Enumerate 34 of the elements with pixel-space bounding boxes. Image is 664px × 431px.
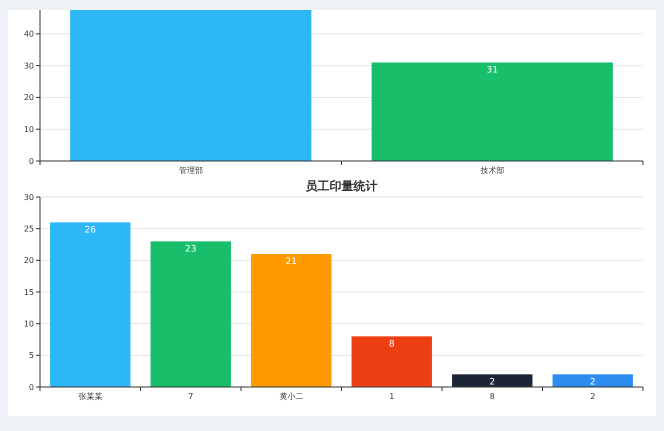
y-tick-label: 20	[24, 93, 34, 102]
x-tick-label: 张某某	[78, 392, 102, 401]
x-tick-label: 7	[188, 392, 194, 401]
data-label: 8	[388, 339, 395, 350]
y-tick-label: 0	[28, 382, 34, 392]
x-tick-label: 1	[389, 392, 394, 401]
y-tick-label: 40	[24, 30, 34, 39]
y-tick-label: 10	[24, 125, 34, 134]
x-tick-label: 技术部	[479, 166, 504, 175]
y-tick-label: 20	[24, 256, 34, 266]
data-label: 2	[489, 377, 496, 388]
bar	[251, 254, 332, 387]
y-tick-label: 30	[24, 61, 34, 70]
bar	[150, 241, 231, 387]
data-label: 23	[185, 244, 196, 254]
y-tick-label: 5	[28, 351, 34, 360]
x-tick-label: 2	[590, 392, 596, 401]
bar	[452, 374, 532, 387]
y-tick-label: 0	[28, 156, 34, 166]
bar	[50, 222, 130, 387]
data-label: 26	[84, 225, 96, 236]
data-label: 21	[286, 257, 297, 267]
x-tick-label: 管理部	[178, 166, 203, 175]
chart-title: 员工印量统计	[306, 179, 378, 193]
data-label: 31	[486, 65, 498, 76]
y-tick-label: 25	[24, 224, 34, 234]
x-tick-label: 黄小二	[279, 392, 304, 401]
x-tick-label: 8	[490, 392, 495, 401]
data-label: 2	[590, 377, 596, 388]
bar	[352, 336, 432, 387]
y-tick-label: 10	[24, 319, 34, 328]
y-tick-label: 15	[24, 288, 34, 297]
bar	[552, 374, 633, 387]
y-tick-label: 30	[24, 192, 34, 202]
